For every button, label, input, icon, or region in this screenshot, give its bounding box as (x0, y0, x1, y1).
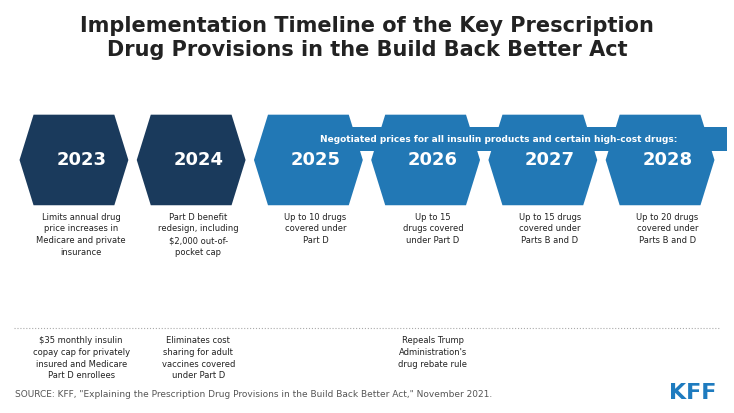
Text: SOURCE: KFF, "Explaining the Prescription Drug Provisions in the Build Back Bett: SOURCE: KFF, "Explaining the Prescriptio… (15, 390, 493, 399)
Polygon shape (604, 114, 716, 206)
Text: 2027: 2027 (525, 151, 575, 169)
Polygon shape (18, 114, 130, 206)
Text: $35 monthly insulin
copay cap for privately
insured and Medicare
Part D enrollee: $35 monthly insulin copay cap for privat… (32, 336, 130, 380)
Text: KFF: KFF (669, 383, 716, 403)
Text: Repeals Trump
Administration's
drug rebate rule: Repeals Trump Administration's drug reba… (399, 336, 468, 368)
Text: 2024: 2024 (173, 151, 223, 169)
Text: 2023: 2023 (56, 151, 106, 169)
Text: Implementation Timeline of the Key Prescription
Drug Provisions in the Build Bac: Implementation Timeline of the Key Presc… (80, 16, 654, 59)
Polygon shape (136, 114, 247, 206)
Bar (267, 127, 730, 151)
Text: Up to 10 drugs
covered under
Part D: Up to 10 drugs covered under Part D (285, 213, 346, 245)
Text: 2028: 2028 (642, 151, 692, 169)
Polygon shape (370, 114, 482, 206)
Text: Eliminates cost
sharing for adult
vaccines covered
under Part D: Eliminates cost sharing for adult vaccin… (161, 336, 235, 380)
Text: Negotiated prices for all insulin products and certain high-cost drugs:: Negotiated prices for all insulin produc… (320, 135, 677, 144)
Polygon shape (252, 114, 364, 206)
Text: Limits annual drug
price increases in
Medicare and private
insurance: Limits annual drug price increases in Me… (36, 213, 126, 257)
Text: 2026: 2026 (408, 151, 458, 169)
Text: 2025: 2025 (291, 151, 341, 169)
Text: Up to 20 drugs
covered under
Parts B and D: Up to 20 drugs covered under Parts B and… (636, 213, 698, 245)
Text: Up to 15
drugs covered
under Part D: Up to 15 drugs covered under Part D (402, 213, 463, 245)
Text: Part D benefit
redesign, including
$2,000 out-of-
pocket cap: Part D benefit redesign, including $2,00… (158, 213, 239, 257)
Polygon shape (487, 114, 598, 206)
Text: Up to 15 drugs
covered under
Parts B and D: Up to 15 drugs covered under Parts B and… (519, 213, 581, 245)
